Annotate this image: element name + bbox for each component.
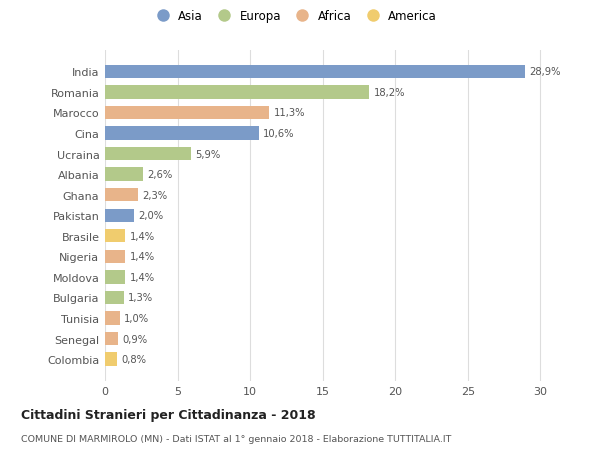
Bar xyxy=(105,353,116,366)
Legend: Asia, Europa, Africa, America: Asia, Europa, Africa, America xyxy=(151,10,437,23)
Bar xyxy=(105,209,134,223)
Bar xyxy=(105,271,125,284)
Bar xyxy=(105,291,124,304)
Text: Cittadini Stranieri per Cittadinanza - 2018: Cittadini Stranieri per Cittadinanza - 2… xyxy=(21,409,316,421)
Bar xyxy=(105,168,143,181)
Bar xyxy=(105,189,139,202)
Text: 0,8%: 0,8% xyxy=(121,354,146,364)
Bar xyxy=(105,312,119,325)
Text: 10,6%: 10,6% xyxy=(263,129,295,139)
Text: 2,3%: 2,3% xyxy=(143,190,168,200)
Bar xyxy=(105,332,118,346)
Bar xyxy=(105,230,125,243)
Text: 11,3%: 11,3% xyxy=(274,108,305,118)
Text: 2,6%: 2,6% xyxy=(147,170,172,180)
Text: 2,0%: 2,0% xyxy=(139,211,164,221)
Text: 1,4%: 1,4% xyxy=(130,252,155,262)
Bar xyxy=(105,127,259,140)
Text: COMUNE DI MARMIROLO (MN) - Dati ISTAT al 1° gennaio 2018 - Elaborazione TUTTITAL: COMUNE DI MARMIROLO (MN) - Dati ISTAT al… xyxy=(21,434,451,443)
Text: 1,0%: 1,0% xyxy=(124,313,149,323)
Bar xyxy=(105,86,369,99)
Bar xyxy=(105,66,524,79)
Text: 18,2%: 18,2% xyxy=(374,88,405,98)
Bar xyxy=(105,250,125,263)
Text: 0,9%: 0,9% xyxy=(122,334,148,344)
Bar xyxy=(105,147,191,161)
Text: 1,4%: 1,4% xyxy=(130,272,155,282)
Text: 28,9%: 28,9% xyxy=(529,67,560,77)
Bar xyxy=(105,106,269,120)
Text: 5,9%: 5,9% xyxy=(195,149,220,159)
Text: 1,3%: 1,3% xyxy=(128,293,154,303)
Text: 1,4%: 1,4% xyxy=(130,231,155,241)
